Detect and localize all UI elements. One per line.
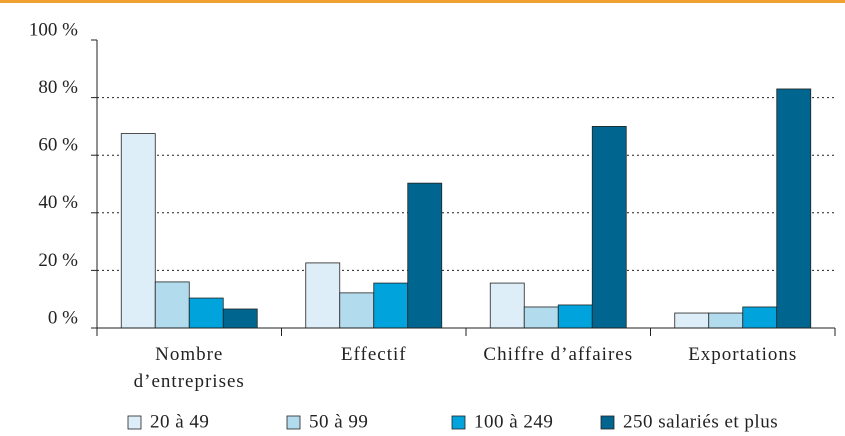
bar bbox=[489, 282, 525, 329]
bar bbox=[154, 281, 190, 329]
x-tick-label: Effectif bbox=[340, 344, 407, 365]
bar bbox=[222, 308, 258, 329]
top-stripe bbox=[0, 0, 845, 3]
bar bbox=[188, 297, 224, 329]
y-tick-label: 60 % bbox=[38, 135, 78, 156]
bar bbox=[776, 88, 812, 329]
x-tick-label: Chiffre d’affaires bbox=[483, 344, 634, 365]
x-tick-label: Nombre d’entreprises bbox=[133, 344, 245, 392]
y-tick-label: 0 % bbox=[48, 307, 78, 328]
y-tick-label: 100 % bbox=[29, 19, 78, 40]
bar bbox=[373, 282, 409, 329]
bar bbox=[591, 126, 627, 329]
legend-label: 100 à 249 bbox=[474, 411, 553, 432]
bar bbox=[120, 133, 156, 329]
legend-swatch bbox=[600, 415, 615, 430]
legend-swatch bbox=[286, 415, 301, 430]
bar bbox=[339, 292, 375, 329]
legend-label: 50 à 99 bbox=[309, 411, 368, 432]
legend-swatch bbox=[451, 415, 466, 430]
legend-label: 20 à 49 bbox=[150, 411, 209, 432]
y-tick-label: 40 % bbox=[38, 192, 78, 213]
x-tick-label: Exportations bbox=[688, 344, 798, 365]
bar bbox=[674, 312, 710, 329]
bar bbox=[742, 306, 778, 329]
legend-swatch bbox=[127, 415, 142, 430]
bar bbox=[305, 262, 341, 329]
y-tick-label: 20 % bbox=[38, 250, 78, 271]
bar bbox=[557, 304, 593, 329]
bar bbox=[708, 312, 744, 329]
bar bbox=[407, 182, 443, 329]
legend-label: 250 salariés et plus bbox=[623, 411, 778, 432]
bar bbox=[523, 306, 559, 329]
y-tick-label: 80 % bbox=[38, 77, 78, 98]
